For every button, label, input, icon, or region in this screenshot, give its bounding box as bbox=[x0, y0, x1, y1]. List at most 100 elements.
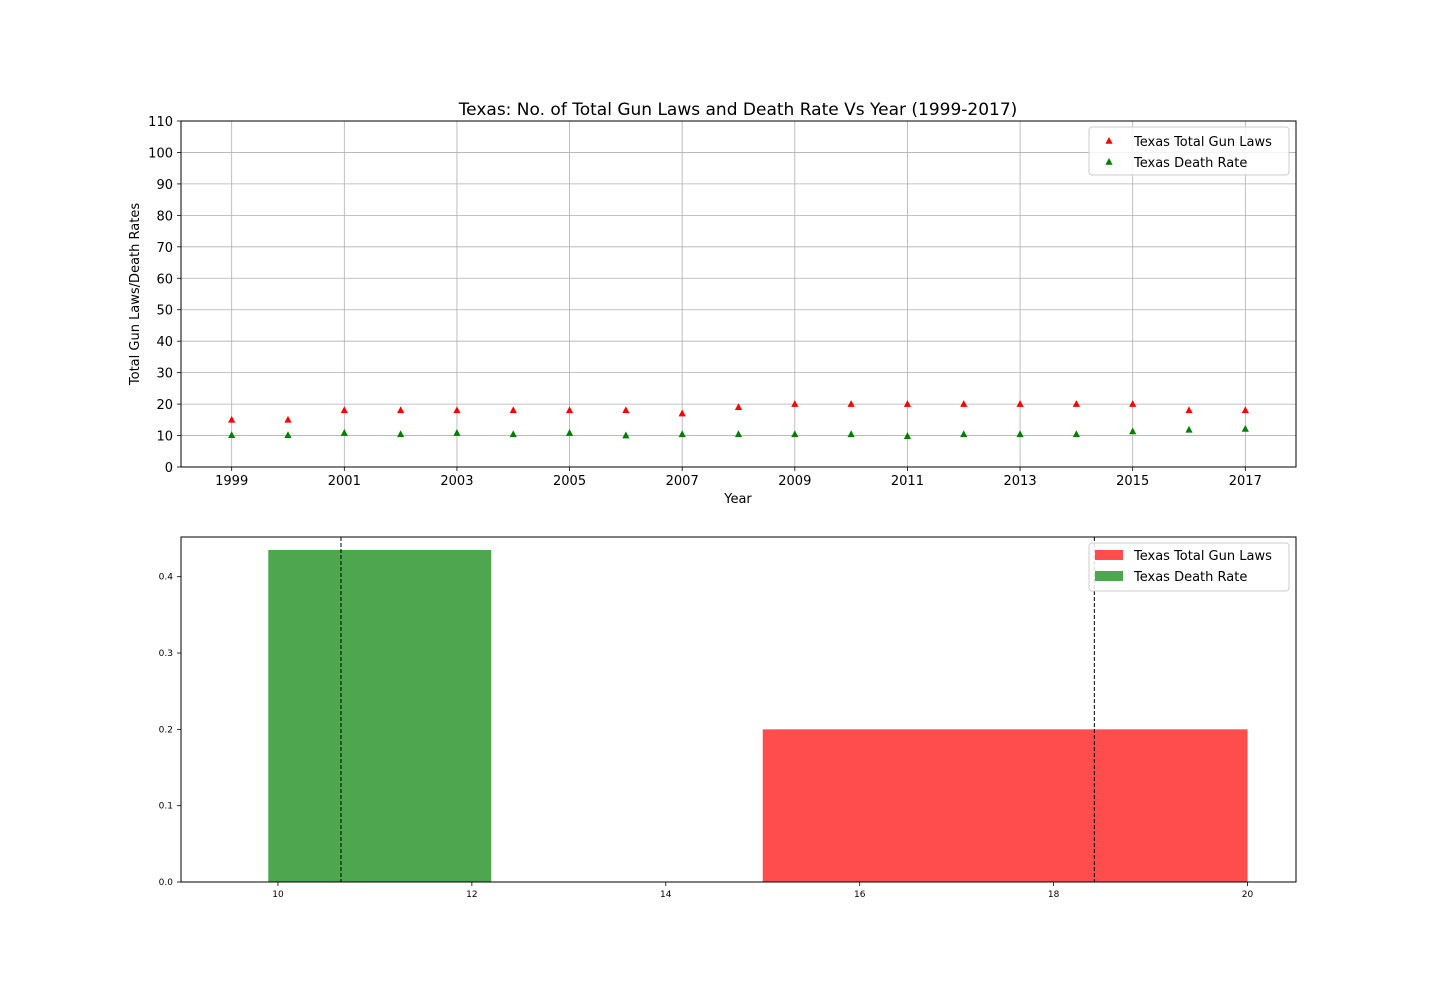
legend-label: Texas Total Gun Laws bbox=[1133, 135, 1272, 150]
data-point-texas-total-gun-laws bbox=[228, 415, 236, 423]
x-tick-label: 2001 bbox=[328, 474, 361, 489]
data-point-texas-total-gun-laws bbox=[565, 406, 574, 414]
data-point-texas-death-rate bbox=[791, 430, 799, 438]
x-tick-label: 10 bbox=[272, 890, 284, 900]
data-point-texas-death-rate bbox=[1016, 430, 1024, 438]
data-point-texas-death-rate bbox=[1072, 430, 1080, 438]
y-tick-label: 30 bbox=[156, 367, 173, 382]
y-tick-label: 90 bbox=[156, 178, 173, 193]
legend-label: Texas Death Rate bbox=[1133, 156, 1247, 171]
x-axis-label: Year bbox=[723, 492, 752, 507]
data-point-texas-total-gun-laws bbox=[960, 400, 968, 407]
x-tick-label: 2003 bbox=[440, 474, 473, 489]
x-tick-label: 2011 bbox=[891, 474, 924, 489]
y-tick-label: 70 bbox=[156, 241, 173, 256]
data-point-texas-total-gun-laws bbox=[509, 406, 517, 414]
x-tick-label: 18 bbox=[1048, 890, 1060, 900]
data-point-texas-total-gun-laws bbox=[397, 406, 405, 414]
x-axis-ticks: 1999 2001 2003 2005 2007 2009 2011 2013 2015 2017 bbox=[215, 467, 1262, 489]
y-tick-label: 100 bbox=[148, 146, 173, 161]
data-point-texas-total-gun-laws bbox=[903, 400, 912, 407]
data-point-texas-death-rate bbox=[397, 430, 405, 438]
histogram-bar-texas-death-rate bbox=[268, 549, 492, 882]
legend-swatch bbox=[1095, 550, 1123, 560]
y-tick-label: 10 bbox=[156, 430, 173, 445]
y-tick-label: 20 bbox=[156, 398, 173, 413]
data-point-texas-total-gun-laws bbox=[1185, 406, 1193, 414]
data-point-texas-total-gun-laws bbox=[678, 409, 686, 417]
legend-box bbox=[1088, 126, 1290, 176]
data-point-texas-death-rate bbox=[678, 430, 686, 438]
x-tick-label: 16 bbox=[854, 890, 866, 900]
x-tick-label: 2009 bbox=[778, 474, 811, 489]
y-tick-label: 60 bbox=[156, 272, 173, 287]
x-tick-label: 2013 bbox=[1004, 474, 1037, 489]
y-tick-label: 0.1 bbox=[159, 802, 173, 812]
histogram-bar-texas-total-gun-laws bbox=[762, 729, 1248, 882]
data-point-texas-death-rate bbox=[847, 430, 855, 438]
data-series bbox=[228, 400, 1249, 439]
legend-marker bbox=[1105, 158, 1113, 165]
data-point-texas-death-rate bbox=[622, 431, 630, 439]
mean-lines bbox=[340, 537, 1095, 882]
y-tick-label: 80 bbox=[156, 209, 173, 224]
data-point-texas-total-gun-laws bbox=[284, 415, 292, 423]
x-tick-label: 1999 bbox=[215, 474, 248, 489]
data-point-texas-death-rate bbox=[960, 430, 968, 438]
data-point-texas-death-rate bbox=[1129, 427, 1137, 435]
data-point-texas-total-gun-laws bbox=[734, 403, 743, 411]
legend: Texas Total Gun Laws Texas Death Rate bbox=[1088, 542, 1290, 592]
data-point-texas-total-gun-laws bbox=[340, 406, 348, 414]
x-tick-label: 2007 bbox=[666, 474, 699, 489]
y-tick-label: 0 bbox=[165, 461, 173, 476]
scatter-chart: Texas: No. of Total Gun Laws and Death R… bbox=[128, 100, 1297, 507]
y-tick-label: 40 bbox=[156, 335, 173, 350]
x-tick-label: 2017 bbox=[1229, 474, 1262, 489]
y-axis-ticks: 0 10 20 30 40 50 60 70 80 90 100 110 bbox=[148, 115, 181, 476]
x-axis-ticks: 10 12 14 16 18 20 bbox=[272, 882, 1254, 900]
plot-frame bbox=[180, 120, 1297, 468]
data-point-texas-death-rate bbox=[903, 432, 912, 439]
data-point-texas-total-gun-laws bbox=[1129, 400, 1137, 407]
data-point-texas-total-gun-laws bbox=[622, 406, 630, 414]
chart-title: Texas: No. of Total Gun Laws and Death R… bbox=[458, 100, 1018, 120]
data-point-texas-total-gun-laws bbox=[847, 400, 855, 407]
x-tick-label: 2005 bbox=[553, 474, 586, 489]
histogram-bars bbox=[268, 549, 1248, 882]
data-point-texas-death-rate bbox=[1185, 425, 1193, 433]
y-axis-label: Total Gun Laws/Death Rates bbox=[128, 203, 143, 386]
x-tick-label: 2015 bbox=[1116, 474, 1149, 489]
data-point-texas-total-gun-laws bbox=[1016, 400, 1024, 407]
y-tick-label: 0.2 bbox=[159, 725, 173, 735]
data-point-texas-death-rate bbox=[453, 429, 461, 436]
legend-marker bbox=[1105, 137, 1113, 144]
legend-label: Texas Total Gun Laws bbox=[1133, 549, 1272, 564]
legend-swatch bbox=[1095, 571, 1123, 581]
data-point-texas-death-rate bbox=[340, 429, 348, 436]
y-tick-label: 0.0 bbox=[159, 878, 174, 888]
y-axis-ticks: 0.0 0.1 0.2 0.3 0.4 bbox=[159, 573, 181, 888]
data-point-texas-death-rate bbox=[565, 429, 574, 436]
legend: Texas Total Gun Laws Texas Death Rate bbox=[1088, 126, 1290, 176]
data-point-texas-death-rate bbox=[1241, 424, 1249, 432]
x-tick-label: 12 bbox=[466, 890, 477, 900]
x-tick-label: 20 bbox=[1242, 890, 1254, 900]
legend-label: Texas Death Rate bbox=[1133, 570, 1247, 585]
data-point-texas-death-rate bbox=[284, 431, 292, 439]
y-tick-label: 50 bbox=[156, 304, 173, 319]
legend-box bbox=[1088, 542, 1290, 592]
y-tick-label: 0.3 bbox=[159, 649, 173, 659]
data-point-texas-death-rate bbox=[734, 430, 743, 438]
data-point-texas-total-gun-laws bbox=[1241, 406, 1249, 414]
data-point-texas-death-rate bbox=[509, 430, 517, 438]
data-point-texas-total-gun-laws bbox=[791, 400, 799, 407]
data-point-texas-total-gun-laws bbox=[453, 406, 461, 414]
histogram-chart: 10 12 14 16 18 20 0.0 0.1 0.2 0.3 0.4 Texas Total… bbox=[159, 536, 1297, 900]
y-tick-label: 110 bbox=[148, 115, 173, 130]
plot-frame bbox=[180, 536, 1297, 883]
data-point-texas-total-gun-laws bbox=[1072, 400, 1080, 407]
x-tick-label: 14 bbox=[660, 890, 672, 900]
data-point-texas-death-rate bbox=[228, 431, 236, 439]
y-tick-label: 0.4 bbox=[159, 573, 174, 583]
